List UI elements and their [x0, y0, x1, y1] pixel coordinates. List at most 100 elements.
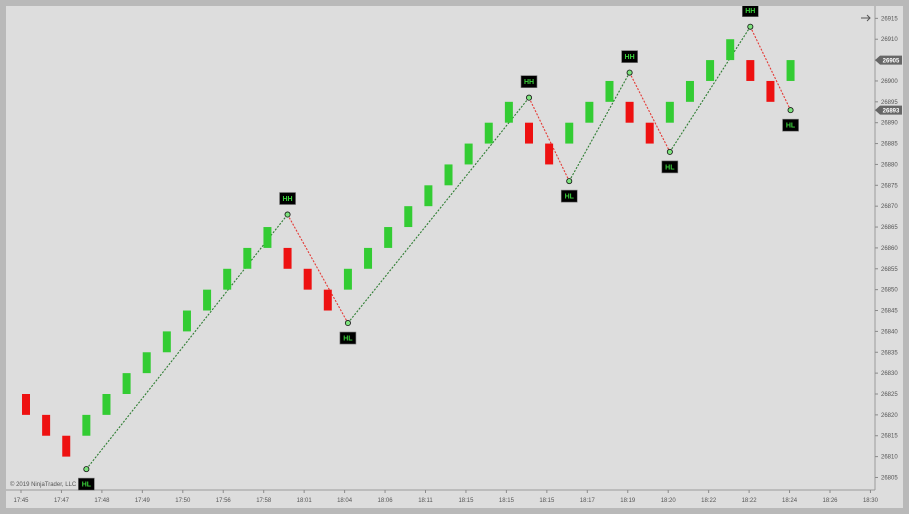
x-tick-label: 18:22 — [742, 498, 758, 504]
renko-brick-down[interactable] — [766, 80, 775, 102]
renko-brick-up[interactable] — [203, 289, 212, 311]
swing-point[interactable] — [666, 148, 673, 155]
renko-brick-up[interactable] — [122, 373, 131, 394]
y-tick-label: 26885 — [881, 142, 898, 148]
renko-brick-down[interactable] — [746, 60, 755, 81]
hl-label: HL — [661, 160, 679, 174]
renko-brick-up[interactable] — [565, 122, 574, 144]
renko-brick-up[interactable] — [263, 227, 272, 248]
renko-brick-up[interactable] — [384, 227, 393, 248]
x-tick-label: 18:15 — [539, 498, 555, 504]
x-tick-label: 17:50 — [175, 498, 191, 504]
renko-brick-up[interactable] — [223, 268, 232, 290]
svg-text:HH: HH — [524, 79, 534, 86]
renko-brick-up[interactable] — [444, 164, 453, 186]
renko-brick-up[interactable] — [706, 60, 715, 81]
y-tick-label: 26825 — [881, 392, 898, 398]
swing-point[interactable] — [284, 211, 291, 218]
renko-brick-down[interactable] — [645, 122, 654, 144]
renko-brick-up[interactable] — [726, 39, 735, 61]
x-tick-label: 18:19 — [620, 498, 636, 504]
renko-brick-down[interactable] — [545, 143, 554, 165]
y-tick-label: 26865 — [881, 225, 898, 231]
renko-brick-up[interactable] — [464, 143, 473, 165]
y-tick-label: 26900 — [881, 79, 898, 85]
renko-brick-up[interactable] — [82, 414, 91, 436]
hl-label: HL — [560, 189, 578, 203]
swing-line-up — [347, 97, 530, 324]
swing-point[interactable] — [83, 466, 90, 473]
y-tick-label: 26890 — [881, 121, 898, 127]
swing-point[interactable] — [566, 178, 573, 185]
x-tick-label: 18:30 — [863, 498, 879, 504]
swing-point[interactable] — [787, 107, 794, 114]
hh-label: HH — [742, 6, 759, 17]
swing-layer: HL HH HL HH HL HH HL HH HL — [78, 6, 799, 491]
y-tick-label: 26880 — [881, 162, 898, 168]
y-tick-label: 26855 — [881, 267, 898, 273]
x-tick-label: 17:58 — [256, 498, 272, 504]
price-marker: 26893 — [875, 105, 902, 115]
renko-brick-up[interactable] — [343, 268, 352, 290]
renko-brick-down[interactable] — [625, 101, 634, 123]
renko-brick-down[interactable] — [283, 247, 292, 269]
axis-layer: 26805 26810 26815 26820 26825 26830 26835 26840… — [6, 6, 898, 504]
chart-frame: 26805 26810 26815 26820 26825 26830 26835 26840… — [6, 6, 903, 508]
x-tick-label: 18:15 — [458, 498, 474, 504]
swing-point[interactable] — [747, 23, 754, 30]
y-tick-label: 26810 — [881, 455, 898, 461]
renko-brick-up[interactable] — [364, 247, 373, 269]
y-tick-label: 26815 — [881, 434, 898, 440]
y-tick-label: 26835 — [881, 350, 898, 356]
svg-text:HH: HH — [282, 196, 292, 203]
renko-brick-up[interactable] — [504, 101, 513, 123]
renko-brick-up[interactable] — [665, 101, 674, 123]
renko-brick-up[interactable] — [484, 122, 493, 144]
x-tick-label: 18:04 — [337, 498, 353, 504]
svg-text:HL: HL — [343, 336, 353, 343]
renko-brick-up[interactable] — [424, 185, 433, 207]
hh-label: HH — [621, 50, 638, 63]
y-tick-label: 26910 — [881, 37, 898, 43]
renko-brick-up[interactable] — [404, 206, 413, 228]
y-tick-label: 26850 — [881, 288, 898, 294]
svg-text:26893: 26893 — [883, 108, 900, 114]
y-tick-label: 26845 — [881, 309, 898, 315]
x-tick-label: 18:24 — [782, 498, 798, 504]
renko-brick-down[interactable] — [323, 289, 332, 311]
x-tick-label: 18:20 — [661, 498, 677, 504]
renko-brick-up[interactable] — [786, 60, 795, 81]
swing-point[interactable] — [626, 69, 633, 76]
renko-brick-up[interactable] — [605, 80, 614, 102]
arrow-right-icon[interactable] — [861, 14, 871, 22]
renko-brick-down[interactable] — [62, 435, 71, 457]
renko-brick-up[interactable] — [243, 247, 252, 269]
hl-label: HL — [782, 118, 799, 132]
x-tick-label: 17:47 — [54, 498, 70, 504]
x-tick-label: 17:49 — [135, 498, 151, 504]
svg-text:HL: HL — [565, 194, 575, 201]
swing-line-up — [669, 26, 751, 153]
renko-brick-down[interactable] — [42, 414, 51, 436]
renko-brick-down[interactable] — [525, 122, 533, 144]
renko-brick-up[interactable] — [102, 394, 111, 415]
swing-point[interactable] — [344, 320, 351, 327]
swing-line-down — [629, 72, 671, 153]
renko-brick-up[interactable] — [685, 80, 694, 102]
renko-brick-up[interactable] — [162, 331, 171, 353]
renko-chart[interactable]: 26805 26810 26815 26820 26825 26830 26835 26840… — [6, 6, 903, 508]
y-tick-label: 26840 — [881, 329, 898, 335]
swing-line-down — [749, 26, 792, 111]
renko-brick-up[interactable] — [142, 352, 151, 374]
x-tick-label: 18:15 — [499, 498, 515, 504]
renko-brick-down[interactable] — [303, 268, 312, 290]
hl-label: HL — [78, 477, 95, 491]
x-tick-label: 17:48 — [94, 498, 110, 504]
renko-brick-up[interactable] — [585, 101, 594, 123]
renko-brick-up[interactable] — [182, 310, 191, 332]
hh-label: HH — [279, 192, 296, 205]
renko-brick-down[interactable] — [22, 394, 30, 415]
price-marker-layer: 26905 26893 — [875, 55, 902, 115]
swing-point[interactable] — [526, 94, 533, 101]
svg-text:HL: HL — [786, 123, 796, 130]
